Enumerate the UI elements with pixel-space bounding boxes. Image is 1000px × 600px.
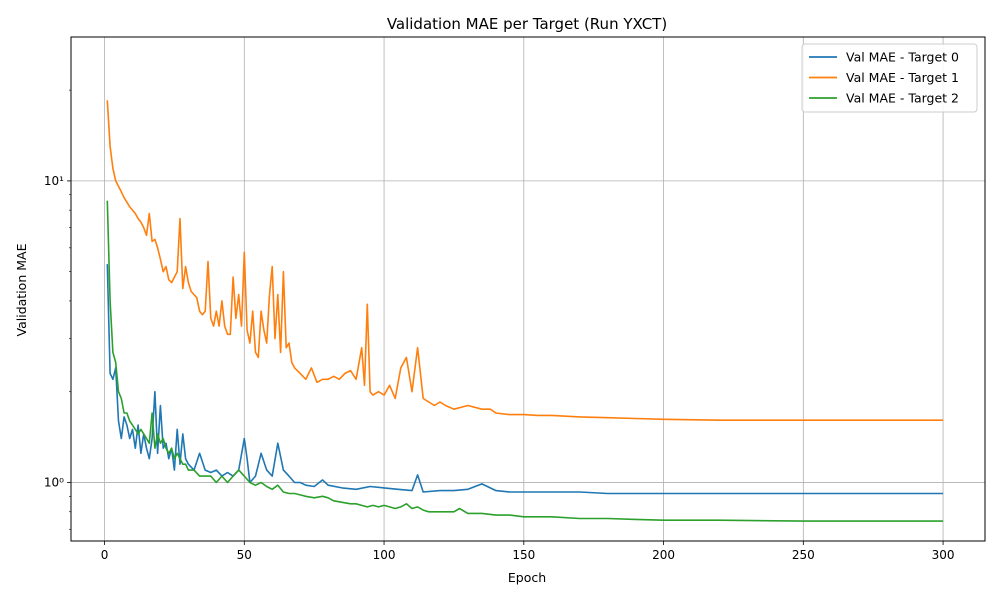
legend: Val MAE - Target 0 Val MAE - Target 1 Val … <box>801 43 978 113</box>
series-line-2 <box>106 200 944 522</box>
legend-label-1: Val MAE - Target 1 <box>846 70 959 85</box>
series-line-1 <box>106 100 944 422</box>
chart-title: Validation MAE per Target (Run YXCT) <box>387 15 667 33</box>
x-tick-label: 100 <box>373 548 396 562</box>
grid-lines <box>71 37 985 541</box>
x-tick-label: 250 <box>792 548 815 562</box>
legend-box <box>801 43 978 113</box>
series-lines <box>106 100 944 522</box>
x-tick-label: 150 <box>512 548 535 562</box>
y-tick-label: 10⁰ <box>44 476 64 490</box>
plot-frame <box>70 36 986 542</box>
x-axis-label: Epoch <box>508 570 546 585</box>
legend-label-2: Val MAE - Target 2 <box>846 91 959 106</box>
x-tick-label: 50 <box>237 548 252 562</box>
y-axis-label: Validation MAE <box>14 243 29 336</box>
x-tick-label: 300 <box>932 548 955 562</box>
y-tick-label: 10¹ <box>44 174 64 188</box>
x-tick-label: 200 <box>652 548 675 562</box>
axes: 0 50 100 150 200 250 300 10⁰ 10¹ <box>44 36 986 562</box>
legend-label-0: Val MAE - Target 0 <box>846 50 959 65</box>
x-tick-label: 0 <box>101 548 109 562</box>
